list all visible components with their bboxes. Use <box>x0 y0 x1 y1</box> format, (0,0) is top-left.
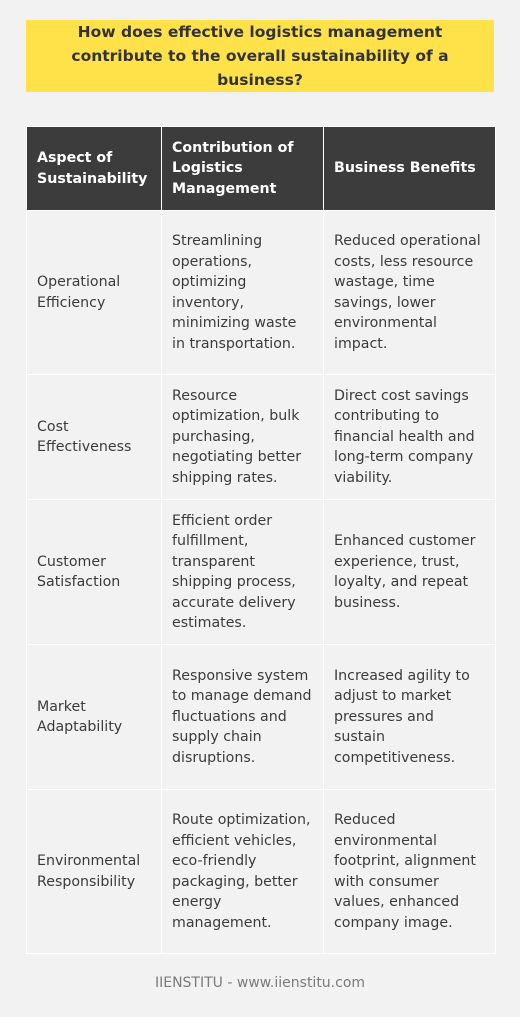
table-row: Environmental Responsibility Route optim… <box>26 789 496 954</box>
aspect-cell: Market Adaptability <box>26 644 162 790</box>
footer-credit: IIENSTITU - www.iienstitu.com <box>154 975 366 991</box>
aspect-cell: Environmental Responsibility <box>26 789 162 954</box>
contribution-cell: Responsive system to manage demand fluct… <box>161 644 324 790</box>
aspect-cell: Operational Efficiency <box>26 210 162 375</box>
table-row: Cost Effectiveness Resource optimization… <box>26 374 496 500</box>
benefits-cell: Enhanced customer experience, trust, loy… <box>323 499 496 645</box>
header-contribution: Contribution of Logistics Management <box>161 126 324 211</box>
aspect-cell: Customer Satisfaction <box>26 499 162 645</box>
header-benefits: Business Benefits <box>323 126 496 211</box>
table-row: Customer Satisfaction Efficient order fu… <box>26 499 496 645</box>
table-row: Market Adaptability Responsive system to… <box>26 644 496 790</box>
benefits-cell: Direct cost savings contributing to fina… <box>323 374 496 500</box>
benefits-cell: Reduced operational costs, less resource… <box>323 210 496 375</box>
benefits-cell: Increased agility to adjust to market pr… <box>323 644 496 790</box>
contribution-cell: Route optimization, efficient vehicles, … <box>161 789 324 954</box>
table-row: Operational Efficiency Streamlining oper… <box>26 210 496 375</box>
contribution-cell: Efficient order fulfillment, transparent… <box>161 499 324 645</box>
benefits-cell: Reduced environmental footprint, alignme… <box>323 789 496 954</box>
question-banner: How does effective logistics management … <box>26 20 494 92</box>
aspect-cell: Cost Effectiveness <box>26 374 162 500</box>
contribution-cell: Resource optimization, bulk purchasing, … <box>161 374 324 500</box>
table-header-row: Aspect of Sustainability Contribution of… <box>26 126 496 211</box>
question-text: How does effective logistics management … <box>71 23 449 89</box>
header-aspect: Aspect of Sustainability <box>26 126 162 211</box>
contribution-cell: Streamlining operations, optimizing inve… <box>161 210 324 375</box>
sustainability-table: Aspect of Sustainability Contribution of… <box>26 126 496 954</box>
